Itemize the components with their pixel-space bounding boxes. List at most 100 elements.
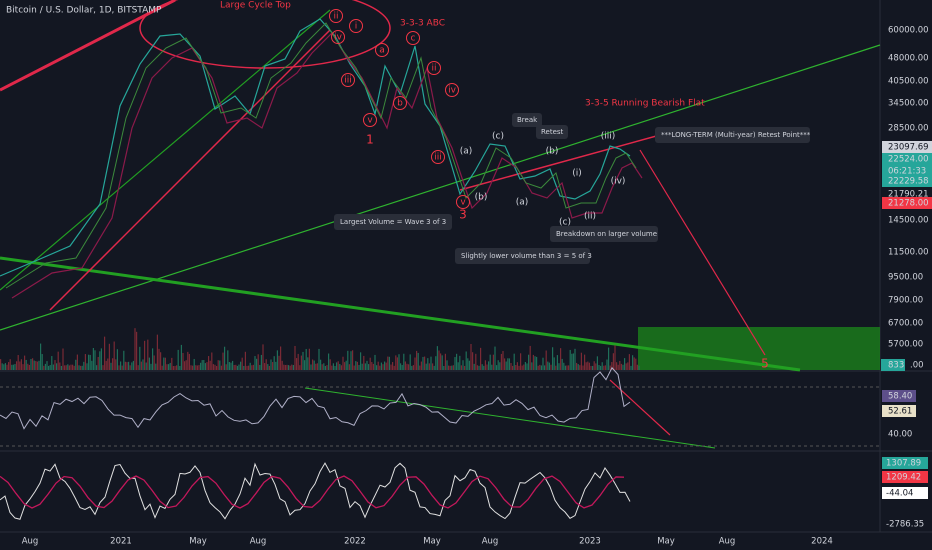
volume-bar [473,363,475,370]
volume-bar [345,360,347,370]
volume-bar [132,360,134,370]
volume-bar [563,362,565,370]
volume-bar [561,358,563,370]
volume-bar [612,353,614,370]
wave-label: iv [334,33,343,43]
volume-bar [228,362,230,370]
volume-bar [512,365,514,370]
price-label: .00 [910,361,924,371]
volume-bar [393,365,395,370]
volume-bar [478,365,480,370]
annotation: Slightly lower volume than 3 = 5 of 3 [461,252,592,260]
volume-bar [376,365,378,370]
volume-bar [400,363,402,370]
volume-bar [491,364,493,370]
volume-bar [430,356,432,370]
price-tag [881,359,905,371]
volume-bar [316,363,318,370]
volume-bar [265,359,267,370]
volume-bar [209,360,211,370]
volume-bar [267,364,269,370]
volume-bar [163,357,165,370]
price-label: 22229.58 [888,177,929,187]
volume-bar [177,349,179,370]
rsi-tag [882,390,916,402]
volume-bar [129,365,131,370]
volume-bar [494,346,496,370]
volume-bar [121,365,123,370]
wave-label: c [411,34,416,44]
volume-bar [451,365,453,370]
wave-label: (iii) [601,132,616,142]
volume-bar [318,348,320,370]
volume-bar [614,345,616,370]
volume-bar [544,365,546,370]
volume-bar [531,362,533,370]
volume-bar [504,358,506,370]
volume-bar [16,361,18,370]
volume-bar [204,363,206,370]
volume-bar [68,365,70,370]
volume-bar [273,356,275,370]
volume-bar [196,365,198,370]
volume-bar [225,364,227,370]
volume-bar [206,362,208,370]
price-label: 23097.69 [888,143,929,153]
volume-bar [289,365,291,370]
volume-bar [342,356,344,370]
volume-bar [158,348,160,370]
volume-bar [457,362,459,370]
volume-bar [118,365,120,370]
time-label: Aug [22,537,39,547]
price-label: 22524.00 [888,155,929,165]
rsi-label: 40.00 [888,430,912,440]
volume-bar [321,364,323,370]
volume-bar [596,356,598,370]
volume-bar [540,365,542,370]
volume-bar [508,358,510,370]
volume-bar [344,362,346,370]
volume-bar [398,354,400,370]
volume-bar [236,365,238,370]
volume-bar [555,365,557,370]
volume-bar [211,352,213,370]
volume-bar [33,360,35,370]
wave-label: ii [333,12,338,22]
rsi-label: 52.61 [888,407,912,417]
volume-bar [419,365,421,370]
volume-bar [425,363,427,370]
volume-bar [275,361,277,370]
volume-bar [542,357,544,370]
annotation: Breakdown on larger volume [556,230,657,238]
volume-bar [569,349,571,370]
volume-bar [496,365,498,370]
trend-line [0,9,331,291]
volume-bar [24,355,26,370]
moving-average [5,22,637,289]
volume-bar [6,364,8,370]
volume-bar [427,358,429,370]
volume-bar [203,359,205,370]
volume-bar [440,353,442,370]
volume-bar [113,341,115,370]
volume-bar [572,353,574,370]
annotation: Retest [541,128,564,136]
wave-label: 5 [761,357,769,371]
volume-bar [49,365,51,370]
volume-bar [537,365,539,370]
volume-bar [283,364,285,370]
volume-bar [292,364,294,370]
wave-label: v [460,198,466,208]
price-label: 9500.00 [888,273,923,283]
volume-bar [3,364,5,370]
wave-circle [456,195,470,209]
price-label: 833 [888,361,904,371]
volume-bar [155,363,157,370]
volume-bar [444,353,446,370]
volume-bar [416,350,418,370]
volume-bar [334,365,336,370]
volume-bar [385,362,387,370]
volume-bar [94,350,96,370]
